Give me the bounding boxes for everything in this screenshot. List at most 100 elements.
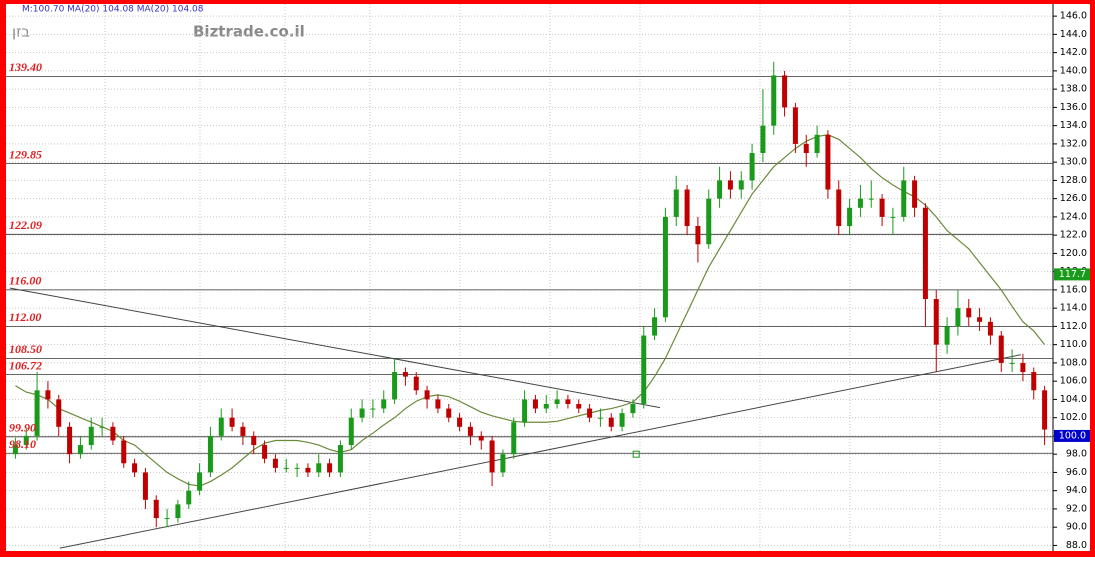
candle-body [164,518,170,520]
y-tick-label: 134.0 [1060,120,1087,131]
y-tick-label: 130.0 [1060,157,1087,168]
candle-body [814,134,820,154]
candle-body [1031,372,1037,391]
candle-body [359,408,365,418]
candle-body [153,499,159,519]
candle-body [554,399,560,404]
candle-body [760,125,766,154]
marker [632,450,640,458]
candle-body [901,180,907,217]
y-tick-label: 88.0 [1066,540,1087,551]
candle-body [67,426,73,455]
ma-price-box [1054,268,1090,281]
y-tick-label: 122.0 [1060,230,1087,241]
candle-body [695,226,701,245]
candle-body [771,75,777,126]
candle-body [998,335,1004,363]
candle-body [370,408,376,410]
candle-body [619,413,625,427]
candle-body [944,326,950,345]
candle-body [987,321,993,336]
y-tick-label: 116.0 [1060,284,1087,295]
candle-body [641,335,647,404]
candle-body [294,467,300,469]
candle-body [478,435,484,441]
y-tick-label: 126.0 [1060,193,1087,204]
y-tick-label: 114.0 [1060,303,1087,314]
candle-body [727,180,733,190]
y-tick-label: 102.0 [1060,412,1087,423]
last-price-box [1054,429,1090,442]
y-tick-label: 104.0 [1060,394,1087,405]
candle-body [446,408,452,418]
candle-body [565,399,571,404]
candle-body [836,189,842,227]
candle-body [218,417,224,436]
y-tick-label: 144.0 [1060,29,1087,40]
candle-body [272,458,278,468]
candle-body [240,426,246,436]
plot [6,15,1053,549]
candle-body [457,417,463,427]
candle-body [305,467,311,473]
y-tick-label: 110.0 [1060,339,1087,350]
candle-body [792,107,798,144]
level-label: 106.72 [9,358,42,372]
candle-body [12,445,18,455]
candle-body [207,435,213,473]
y-tick-label: 132.0 [1060,138,1087,149]
candle-body [381,399,387,409]
symbol: בזן [12,23,30,41]
candle-body [738,180,744,190]
y-tick-label: 94.0 [1066,485,1087,496]
y-tick-label: 96.0 [1066,467,1087,478]
candle-body [316,463,322,473]
y-tick-label: 98.0 [1066,449,1087,460]
candle-body [652,317,658,336]
candle-body [489,440,495,473]
last-price-label: 100.0 [1059,430,1086,441]
candle-body [348,417,354,446]
level-label: 98.10 [9,437,36,451]
candle-body [922,207,928,300]
candle-body [251,435,257,446]
candle-body [576,403,582,409]
y-tick-label: 142.0 [1060,47,1087,58]
level-label: 139.40 [9,60,42,74]
y-tick-label: 140.0 [1060,65,1087,76]
candle-body [88,426,94,446]
candle-body [262,445,268,459]
y-tick-label: 92.0 [1066,503,1087,514]
y-tick-label: 108.0 [1060,357,1087,368]
level-label: 129.85 [9,147,42,161]
candle-body [197,472,203,491]
candle-body [522,399,528,423]
candle-body [782,75,788,108]
candle-body [186,490,192,505]
candle-body [1020,362,1026,373]
candle-body [402,372,408,377]
level-label: 99.90 [9,421,36,435]
candle-body [110,426,116,441]
candle-body [77,445,83,455]
level-label: 122.09 [9,218,42,232]
vertical-grid [104,4,941,551]
candle-body [45,390,51,400]
candle-body [847,207,853,227]
trendline [59,354,1021,549]
header: M:100.70 MA(20) 104.08 MA(20) 104.08 [22,5,204,15]
candle-body [890,216,896,218]
candle-body [435,399,441,409]
candle-body [717,180,723,199]
candle-body [662,216,668,318]
level-label: 108.50 [9,342,42,356]
candle-body [23,435,29,446]
candle-body [327,463,333,473]
candle-body [933,299,939,345]
candle-body [337,445,343,473]
candle-body [825,134,831,190]
y-tick-label: 136.0 [1060,102,1087,113]
candle-body [283,467,289,469]
candle-body [587,408,593,418]
